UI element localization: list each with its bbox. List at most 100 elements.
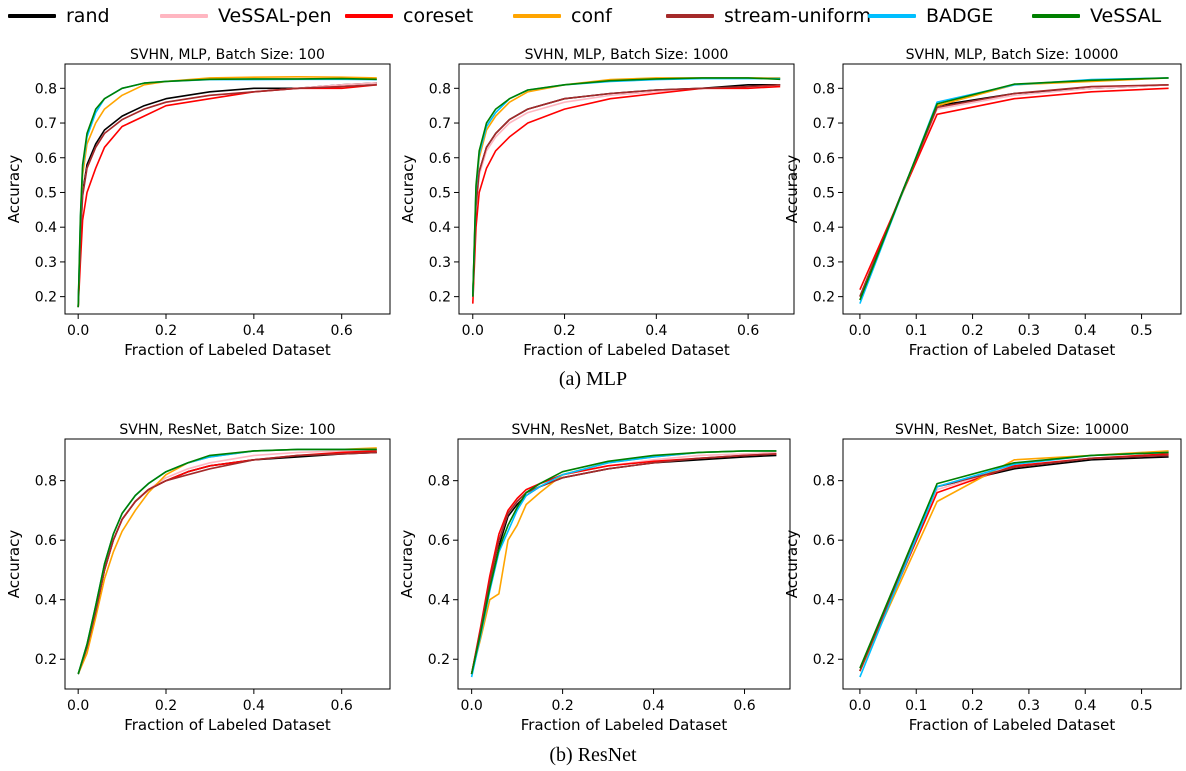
plot-frame [842,63,1182,315]
legend-item-rand: rand [8,2,110,30]
series-line-badge [77,448,377,675]
y-tick-label: 0.6 [429,151,451,167]
chart-title: SVHN, MLP, Batch Size: 100 [130,47,325,63]
series-line-badge [859,77,1169,304]
series-group [77,447,377,675]
x-tick-label: 0.0 [462,323,484,339]
y-tick-label: 0.5 [813,185,835,201]
x-tick-label: 0.5 [1130,323,1152,339]
series-line-rand [470,454,777,675]
legend-swatch [513,14,561,18]
x-tick-label: 0.1 [905,323,927,339]
plot-frame [64,438,391,690]
x-tick-label: 0.0 [67,323,89,339]
legend-label: coreset [403,5,474,27]
x-tick-label: 0.3 [1018,323,1040,339]
series-line-vessal-pen [472,84,781,297]
legend-swatch [1032,14,1080,18]
x-tick-label: 0.6 [331,323,353,339]
series-line-coreset [859,87,1169,291]
x-tick-label: 0.0 [67,698,89,714]
plot-frame [64,63,391,315]
legend-label: VeSSAL-pen [218,5,332,27]
x-tick-label: 0.2 [961,698,983,714]
series-line-vessal [472,77,781,297]
x-tick-label: 0.2 [553,323,575,339]
x-tick-label: 0.4 [1074,323,1096,339]
y-tick-label: 0.4 [813,593,835,609]
chart-title: SVHN, ResNet, Batch Size: 10000 [895,422,1129,438]
legend: rand VeSSAL-pen coreset conf stream-uniform B… [0,0,1186,34]
x-axis-label: Fraction of Labeled Dataset [523,341,730,359]
series-line-coreset [470,453,777,675]
y-tick-label: 0.4 [35,593,57,609]
y-tick-label: 0.8 [35,474,57,490]
series-line-stream-uniform [470,453,777,675]
legend-swatch [666,14,714,18]
legend-item-vessal: VeSSAL [1032,2,1161,30]
y-axis-label: Accuracy [399,155,417,224]
series-line-rand [77,451,377,675]
series-line-stream-uniform [77,84,377,308]
plot-frame [458,63,795,315]
y-tick-label: 0.7 [429,116,451,132]
series-group [859,450,1169,678]
series-line-stream-uniform [859,84,1169,297]
legend-label: BADGE [926,5,994,27]
y-tick-label: 0.6 [813,533,835,549]
chart-panel-6: 0.0 0.1 0.2 0.3 0.4 0.5 0.2 0.4 0.6 0.8 SVHN, ResN… [783,422,1182,734]
x-tick-label: 0.2 [155,698,177,714]
series-line-stream-uniform [77,451,377,675]
series-line-vessal-pen [859,84,1169,297]
series-line-rand [859,84,1169,297]
series-line-rand [472,84,781,297]
x-tick-label: 0.4 [243,323,265,339]
series-line-badge [470,450,777,678]
x-axis-label: Fraction of Labeled Dataset [124,341,331,359]
x-tick-label: 0.1 [905,698,927,714]
legend-item-coreset: coreset [345,2,473,30]
series-line-conf [470,450,777,675]
series-line-rand [77,82,377,308]
y-tick-label: 0.4 [813,220,835,236]
x-axis-label: Fraction of Labeled Dataset [909,341,1116,359]
y-tick-label: 0.2 [813,290,835,306]
legend-swatch [160,14,208,18]
y-tick-label: 0.8 [35,81,57,97]
series-line-vessal [77,448,377,675]
y-tick-label: 0.2 [35,290,57,306]
chart-panel-1: 0.0 0.2 0.4 0.6 0.2 0.3 0.4 0.5 0.6 0.7 0.8 SVHN, M… [5,47,391,359]
y-tick-label: 0.6 [428,533,450,549]
series-line-coreset [472,85,781,304]
y-tick-label: 0.5 [429,185,451,201]
chart-panel-4: 0.0 0.2 0.4 0.6 0.2 0.4 0.6 0.8 SVHN, ResNet, Ba… [5,422,391,734]
chart-title: SVHN, MLP, Batch Size: 10000 [906,47,1119,63]
y-tick-label: 0.8 [813,474,835,490]
plot-frame [842,438,1182,690]
y-axis-label: Accuracy [5,155,23,224]
legend-label: conf [571,5,612,27]
caption-mlp: (a) MLP [558,368,628,390]
y-tick-label: 0.3 [429,255,451,271]
series-line-conf [77,447,377,675]
y-tick-label: 0.7 [35,116,57,132]
series-group [470,450,777,678]
series-line-conf [859,77,1169,301]
x-tick-label: 0.0 [849,698,871,714]
legend-label: stream-uniform [724,5,872,27]
chart-title: SVHN, ResNet, Batch Size: 1000 [511,422,736,438]
y-tick-label: 0.5 [35,185,57,201]
y-tick-label: 0.8 [428,474,450,490]
y-tick-label: 0.6 [813,151,835,167]
series-line-vessal [859,451,1169,669]
x-tick-label: 0.4 [642,698,664,714]
y-axis-label: Accuracy [5,530,23,599]
x-tick-label: 0.5 [1130,698,1152,714]
y-tick-label: 0.2 [35,652,57,668]
legend-swatch [8,14,56,18]
plot-frame [457,438,791,690]
chart-title: SVHN, ResNet, Batch Size: 100 [119,422,335,438]
chart-panel-2: 0.0 0.2 0.4 0.6 0.2 0.3 0.4 0.5 0.6 0.7 0.8 SVHN, M… [399,47,795,359]
x-tick-label: 0.6 [737,323,759,339]
